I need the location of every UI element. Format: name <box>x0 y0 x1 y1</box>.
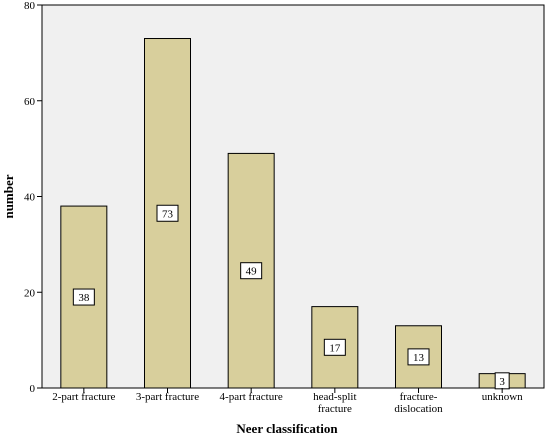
data-label: 13 <box>413 352 425 364</box>
y-tick-label: 80 <box>24 0 36 12</box>
data-label-box <box>323 338 346 356</box>
y-axis: 0 20 40 60 80 <box>24 0 42 395</box>
y-axis-title: number <box>1 174 16 218</box>
data-label-box <box>156 204 179 222</box>
x-tick-label: 3-part fracture <box>136 391 199 403</box>
x-tick-label: unknown <box>482 391 523 403</box>
x-tick-label: 2-part fracture <box>52 391 115 403</box>
plot-area <box>41 4 545 389</box>
y-tick-label: 40 <box>24 192 36 204</box>
data-label-box <box>72 288 95 306</box>
data-label-box <box>407 348 430 366</box>
x-tick-label: head-split fracture <box>313 391 356 415</box>
y-tick-label: 0 <box>30 383 36 395</box>
data-label: 49 <box>246 266 258 278</box>
data-label: 73 <box>162 208 174 220</box>
x-axis: 2-part fracture 3-part fracture 4-part fra… <box>52 388 523 415</box>
y-tick-label: 60 <box>24 96 36 108</box>
y-tick-label: 20 <box>24 287 36 299</box>
data-labels-group: 38 73 49 17 13 3 <box>72 204 510 390</box>
data-label-box <box>240 262 263 280</box>
data-label: 3 <box>499 376 505 388</box>
data-label: 17 <box>329 342 341 354</box>
x-axis-title: Neer classification <box>236 421 338 435</box>
x-tick-label: fracture-dislocation <box>394 391 443 415</box>
x-tick-label: 4-part fracture <box>220 391 283 403</box>
data-label: 38 <box>78 292 90 304</box>
